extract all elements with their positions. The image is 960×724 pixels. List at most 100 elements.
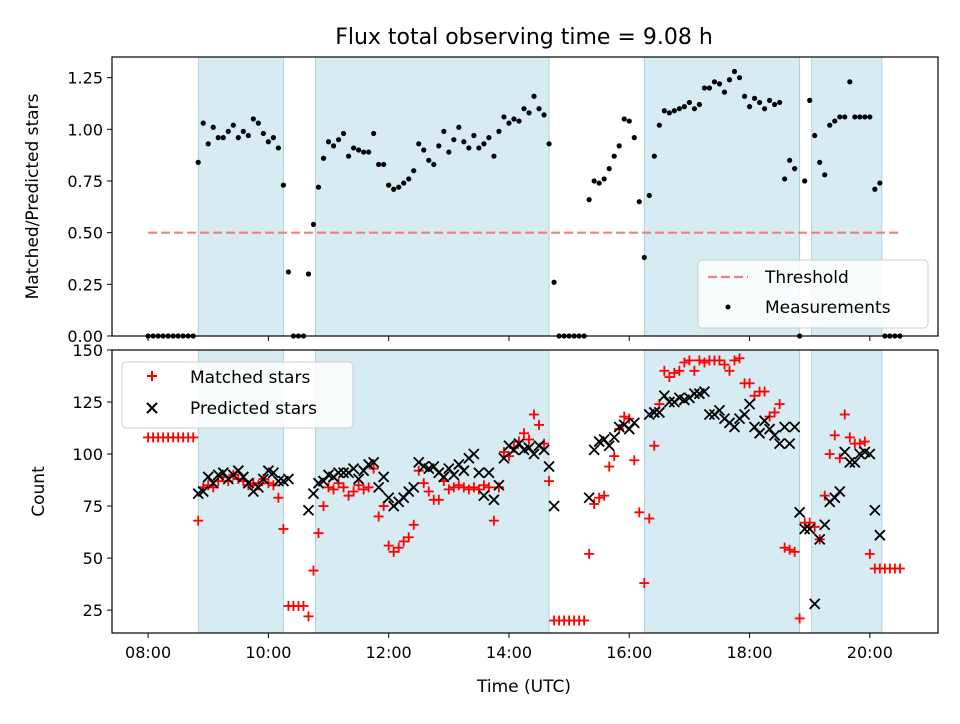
predicted-star-point bbox=[789, 421, 801, 433]
measurement-point bbox=[260, 130, 266, 137]
measurement-point bbox=[586, 197, 592, 203]
predicted-star-point bbox=[282, 473, 295, 485]
predicted-star-point bbox=[608, 431, 620, 444]
matched-star-point bbox=[699, 357, 710, 368]
measurement-point bbox=[696, 101, 703, 108]
matched-star-point bbox=[769, 407, 780, 418]
predicted-star-point bbox=[588, 444, 600, 456]
measurement-point bbox=[200, 120, 206, 126]
predicted-star-point bbox=[648, 406, 660, 419]
measurement-point bbox=[230, 122, 236, 128]
predicted-star-point bbox=[688, 388, 701, 400]
matched-star-point bbox=[378, 501, 389, 512]
matched-star-point bbox=[423, 486, 434, 497]
chart-title: Flux total observing time = 9.08 h bbox=[335, 25, 713, 50]
predicted-star-point bbox=[242, 477, 254, 489]
measurement-point bbox=[305, 271, 312, 277]
measurement-point bbox=[746, 104, 753, 110]
measurement-point bbox=[245, 132, 251, 139]
measurement-point bbox=[315, 184, 322, 190]
predicted-star-point bbox=[272, 475, 285, 487]
predicted-star-point bbox=[778, 421, 791, 433]
measurement-point bbox=[802, 178, 808, 184]
measurement-point bbox=[350, 145, 357, 151]
predicted-star-point bbox=[869, 504, 881, 516]
measurement-point bbox=[711, 79, 718, 85]
measurement-point bbox=[601, 176, 607, 182]
matched-legend-marker bbox=[147, 371, 157, 381]
measurement-point bbox=[325, 139, 332, 145]
measurement-point bbox=[551, 279, 557, 285]
predicted-star-point bbox=[448, 469, 460, 481]
measurement-point bbox=[361, 149, 367, 155]
predicted-star-point bbox=[814, 533, 826, 545]
bottom-panel: 25 50 75 100 125 150 08:00 10:00 12:00 14:00 16:0… bbox=[29, 341, 939, 697]
predicted-star-point bbox=[257, 473, 270, 485]
predicted-star-point bbox=[197, 485, 209, 498]
predicted-star-point bbox=[543, 460, 555, 473]
top-y-tick-label: 1.25 bbox=[67, 69, 103, 88]
matched-star-point bbox=[834, 453, 845, 464]
matched-star-point bbox=[789, 546, 800, 557]
top-y-tick-label: 0.25 bbox=[67, 275, 103, 294]
matched-star-point bbox=[719, 359, 730, 370]
matched-star-point bbox=[714, 355, 725, 366]
matched-star-point bbox=[478, 480, 489, 491]
matched-star-point bbox=[759, 386, 770, 397]
measurement-point bbox=[381, 161, 387, 168]
measurement-point bbox=[852, 114, 858, 120]
matched-star-point bbox=[859, 436, 870, 447]
top-x-axis-ticks bbox=[147, 336, 871, 341]
measurement-point bbox=[461, 139, 467, 145]
matched-star-point bbox=[679, 357, 690, 368]
measurement-point bbox=[847, 79, 853, 85]
matched-star-point bbox=[408, 519, 419, 530]
measurement-point bbox=[411, 168, 417, 174]
matched-star-point bbox=[308, 565, 319, 576]
measurement-point bbox=[872, 186, 878, 192]
predicted-star-point bbox=[839, 446, 851, 458]
predicted-star-point bbox=[468, 448, 480, 460]
matched-star-point bbox=[338, 482, 349, 493]
matched-star-point bbox=[609, 451, 620, 462]
measurement-point bbox=[391, 186, 397, 192]
matched-star-point bbox=[313, 528, 324, 539]
measurement-point bbox=[807, 97, 813, 103]
predicted-star-point bbox=[383, 492, 395, 504]
measurement-point bbox=[366, 149, 372, 155]
measurement-point bbox=[812, 132, 818, 139]
matched-star-point bbox=[458, 482, 469, 493]
x-tick-label: 14:00 bbox=[486, 643, 532, 662]
predicted-star-point bbox=[844, 456, 856, 469]
matched-star-point bbox=[488, 515, 499, 526]
measurement-point bbox=[215, 135, 221, 141]
measurement-point bbox=[531, 93, 537, 99]
measurement-point bbox=[736, 75, 743, 81]
matched-star-point bbox=[779, 542, 790, 553]
matched-star-point bbox=[639, 578, 650, 589]
predicted-star-point bbox=[663, 396, 675, 408]
predicted-star-point bbox=[834, 485, 846, 498]
measurement-point bbox=[210, 124, 216, 130]
measurement-point bbox=[636, 199, 642, 205]
measurement-point bbox=[416, 141, 422, 147]
measurement-point bbox=[486, 135, 492, 141]
measurement-point bbox=[751, 95, 758, 101]
matched-star-point bbox=[193, 515, 204, 526]
matched-star-point bbox=[534, 419, 545, 430]
x-tick-label: 12:00 bbox=[366, 643, 412, 662]
matched-star-point bbox=[443, 484, 454, 495]
measurement-point bbox=[280, 182, 287, 188]
matched-star-point bbox=[373, 511, 384, 522]
measurement-point bbox=[345, 153, 352, 159]
matched-star-point bbox=[518, 428, 529, 439]
measurement-point bbox=[716, 81, 723, 87]
measurement-point bbox=[787, 157, 793, 163]
predicted-star-point bbox=[488, 494, 500, 506]
matched-star-point bbox=[468, 482, 479, 493]
matched-star-point bbox=[729, 355, 740, 366]
matched-star-point bbox=[303, 611, 314, 622]
predicted-star-point bbox=[864, 448, 876, 460]
measurement-point bbox=[792, 166, 798, 172]
legend-threshold-label: Threshold bbox=[764, 268, 849, 288]
